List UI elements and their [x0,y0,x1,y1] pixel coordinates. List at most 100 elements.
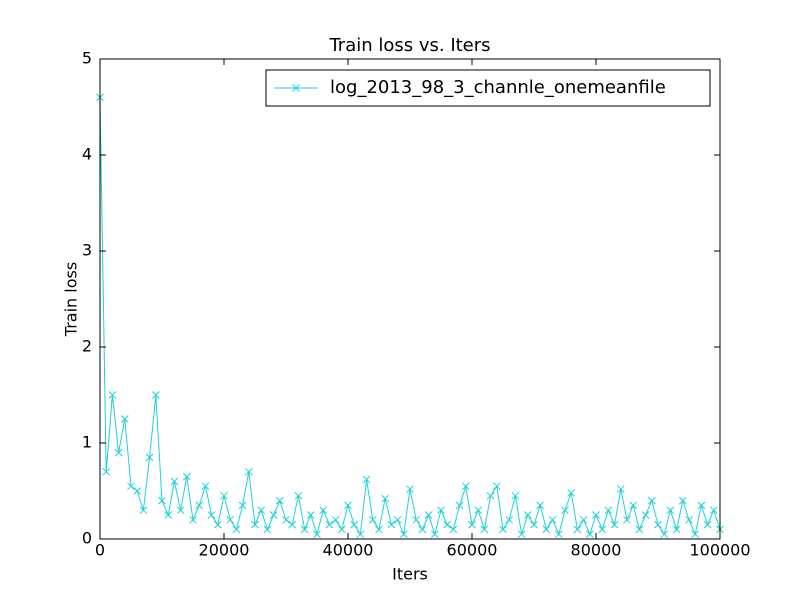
data-marker [629,501,638,510]
data-marker [554,530,563,539]
y-tick-label: 4 [82,145,92,164]
data-marker [480,525,489,534]
plot-frame [99,58,721,540]
data-marker [313,530,321,539]
data-marker [306,511,315,519]
legend-label: log_2013_98_3_channle_onemeanfile [330,77,666,98]
data-marker [616,485,625,493]
y-tick-label: 0 [82,529,92,548]
data-marker [486,491,495,500]
data-marker [604,506,613,515]
data-marker [709,506,718,515]
data-marker [387,520,396,529]
data-marker [368,515,377,524]
data-marker [375,525,383,534]
data-marker [164,511,173,519]
chart-title: Train loss vs. Iters [328,35,490,56]
x-tick-label: 100000 [689,541,750,560]
data-marker [139,506,148,515]
data-marker [232,525,241,534]
data-marker [120,415,129,423]
data-marker [430,530,439,539]
data-marker [623,515,631,524]
data-marker [561,506,569,515]
data-marker [511,491,520,500]
data-marker [666,506,675,515]
data-marker [468,520,476,529]
data-marker [399,530,408,539]
data-marker [536,501,545,510]
data-marker [660,530,669,539]
data-marker [685,515,693,524]
y-axis-label: Train loss [62,262,81,337]
data-marker [641,511,650,519]
data-marker [319,506,328,515]
data-marker [672,525,681,534]
data-marker [381,494,390,503]
data-marker [691,530,700,539]
data-marker [393,515,402,524]
data-marker [418,525,427,534]
x-tick-label: 40000 [323,541,374,560]
data-marker [244,467,253,476]
data-marker [263,525,272,534]
data-marker [523,511,532,519]
data-marker [610,520,619,529]
data-marker [505,515,514,524]
data-marker [300,525,309,534]
data-marker [412,515,421,524]
data-marker [598,525,607,534]
data-marker [573,525,582,534]
data-marker [362,475,371,484]
data-marker [344,501,352,510]
data-marker [325,520,334,529]
data-marker [170,477,179,486]
data-marker [337,525,346,534]
data-marker [269,511,278,519]
data-marker [449,525,458,534]
x-tick-label: 20000 [199,541,250,560]
data-marker [145,453,154,462]
legend-box [265,69,711,107]
data-marker [102,467,111,476]
data-marker [226,515,235,524]
data-marker [548,515,557,524]
data-marker [182,472,191,481]
data-marker [592,511,600,519]
data-marker [542,525,551,534]
data-marker [474,506,483,515]
data-marker [697,501,706,510]
data-marker [207,511,216,519]
data-marker [703,520,712,529]
x-tick-label: 60000 [447,541,498,560]
y-tick-label: 5 [82,49,92,68]
data-marker [275,496,284,505]
data-marker [654,520,662,529]
data-marker [424,511,433,519]
data-marker [499,525,507,534]
data-marker [585,530,594,539]
data-marker [678,496,687,505]
y-tick-label: 3 [82,241,92,260]
data-marker [114,448,123,457]
data-marker [151,391,160,399]
data-marker [647,496,656,505]
data-marker [530,520,538,529]
data-marker [406,485,414,493]
x-tick-label: 0 [95,541,105,560]
data-marker [437,506,445,515]
data-marker [350,520,359,529]
data-marker [108,391,117,399]
data-marker [517,530,526,539]
data-marker [455,501,464,510]
data-marker [443,520,452,529]
y-tick-label: 1 [82,433,92,452]
data-marker [238,501,247,510]
legend-marker [292,84,300,92]
data-marker [579,515,588,524]
data-marker [127,482,135,491]
data-marker [189,515,197,524]
x-axis-label: Iters [392,565,428,584]
